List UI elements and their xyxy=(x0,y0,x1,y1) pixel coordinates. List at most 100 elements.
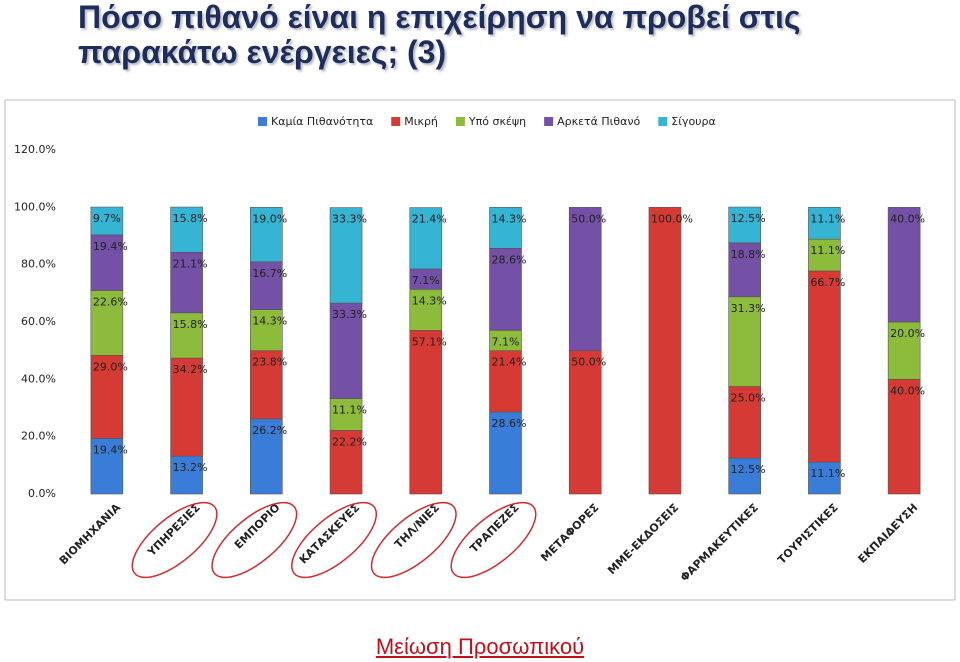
data-label: 33.3% xyxy=(332,308,367,321)
bar-segment xyxy=(808,207,841,240)
data-label: 7.1% xyxy=(412,274,440,287)
bar-segment xyxy=(170,312,203,359)
y-tick-label: 80.0% xyxy=(21,258,56,271)
data-label: 19.0% xyxy=(252,212,287,225)
data-label: 29.0% xyxy=(93,360,128,373)
data-label: 20.0% xyxy=(890,327,925,340)
y-tick-label: 20.0% xyxy=(21,430,56,443)
slide-footer: Μείωση Προσωπικού xyxy=(375,634,585,659)
data-label: 21.4% xyxy=(412,213,447,226)
bar-segment xyxy=(170,252,203,314)
bar-segment xyxy=(489,207,522,249)
bar-segment xyxy=(489,411,522,495)
data-label: 22.2% xyxy=(332,435,367,448)
legend-swatch xyxy=(258,117,267,126)
bar-segment xyxy=(648,207,682,495)
data-label: 11.1% xyxy=(810,467,845,480)
data-label: 23.8% xyxy=(252,356,287,369)
data-label: 50.0% xyxy=(571,356,606,369)
legend-swatch xyxy=(544,117,554,126)
data-label: 11.1% xyxy=(810,212,845,225)
legend-swatch xyxy=(658,117,668,126)
slide-title: Πόσο πιθανό είναι η επιχείρηση να προβεί… xyxy=(78,0,801,70)
highlight-ellipse xyxy=(131,501,218,579)
bar-segment xyxy=(170,206,203,253)
data-label: 9.7% xyxy=(93,212,121,225)
bar-segment xyxy=(250,309,283,351)
data-label: 16.7% xyxy=(252,267,287,280)
bar-segment xyxy=(90,354,124,439)
legend-label: Αρκετά Πιθανό xyxy=(557,115,640,128)
data-label: 15.8% xyxy=(173,318,208,331)
bar-segment xyxy=(887,379,921,495)
bar-segment xyxy=(170,357,203,457)
bar-segment xyxy=(728,386,761,459)
bar-segment xyxy=(489,350,522,413)
bar-segment xyxy=(728,296,761,387)
bar-segment xyxy=(250,207,283,263)
data-label: 14.3% xyxy=(412,294,447,307)
y-tick-label: 0.0% xyxy=(28,487,56,500)
bar-segment xyxy=(887,321,921,380)
legend-swatch xyxy=(455,117,465,126)
bar-segment xyxy=(489,248,522,331)
data-label: 28.6% xyxy=(492,417,527,430)
data-label: 21.1% xyxy=(173,257,208,270)
bar-segment xyxy=(728,242,761,298)
legend-label: Σίγουρα xyxy=(671,115,716,128)
data-label: 34.2% xyxy=(173,363,208,376)
data-label: 31.3% xyxy=(731,302,766,315)
highlight-ellipse xyxy=(370,501,457,579)
data-label: 7.1% xyxy=(492,335,520,348)
bar-segment xyxy=(90,438,124,495)
highlight-ellipse xyxy=(211,501,298,579)
bar-segment xyxy=(250,418,283,495)
bar-segment xyxy=(90,234,124,291)
bar-segment xyxy=(887,207,921,323)
legend-label: Υπό σκέψη xyxy=(468,115,526,128)
data-label: 19.4% xyxy=(93,443,128,456)
legend-swatch xyxy=(391,117,401,126)
data-label: 57.1% xyxy=(412,335,447,348)
data-label: 50.0% xyxy=(571,212,606,225)
legend-label: Καμία Πιθανότητα xyxy=(271,115,373,128)
y-tick-label: 100.0% xyxy=(14,200,56,213)
data-label: 100.0% xyxy=(651,212,693,225)
data-label: 22.6% xyxy=(93,295,128,308)
bar-segment xyxy=(170,455,203,495)
data-label: 14.3% xyxy=(492,212,527,225)
data-label: 26.2% xyxy=(252,424,287,437)
data-label: 40.0% xyxy=(890,384,925,397)
bar-segment xyxy=(808,270,841,463)
bar-segment xyxy=(808,461,841,495)
data-label: 25.0% xyxy=(731,392,766,405)
bar-segment xyxy=(329,207,363,304)
data-label: 19.4% xyxy=(93,240,128,253)
bar-segment xyxy=(409,330,443,495)
data-label: 12.5% xyxy=(731,463,766,476)
data-label: 18.8% xyxy=(731,248,766,261)
bar-segment xyxy=(808,238,841,272)
data-label: 15.8% xyxy=(173,212,208,225)
bar-segment xyxy=(568,207,602,351)
data-label: 40.0% xyxy=(890,212,925,225)
bar-segment xyxy=(409,207,443,270)
data-label: 33.3% xyxy=(332,213,367,226)
bar-segment xyxy=(728,206,761,244)
data-label: 11.1% xyxy=(810,244,845,257)
chart-frame xyxy=(4,99,956,601)
highlight-ellipse xyxy=(291,501,378,579)
data-label: 12.5% xyxy=(731,212,766,225)
data-label: 14.3% xyxy=(252,315,287,328)
data-label: 13.2% xyxy=(173,461,208,474)
data-label: 21.4% xyxy=(492,356,527,369)
y-tick-label: 120.0% xyxy=(14,143,56,156)
bar-segment xyxy=(90,206,124,236)
bar-segment xyxy=(568,350,602,495)
highlight-ellipse xyxy=(450,501,537,579)
data-label: 66.7% xyxy=(810,276,845,289)
bar-segment xyxy=(329,302,363,399)
data-label: 28.6% xyxy=(492,253,527,266)
